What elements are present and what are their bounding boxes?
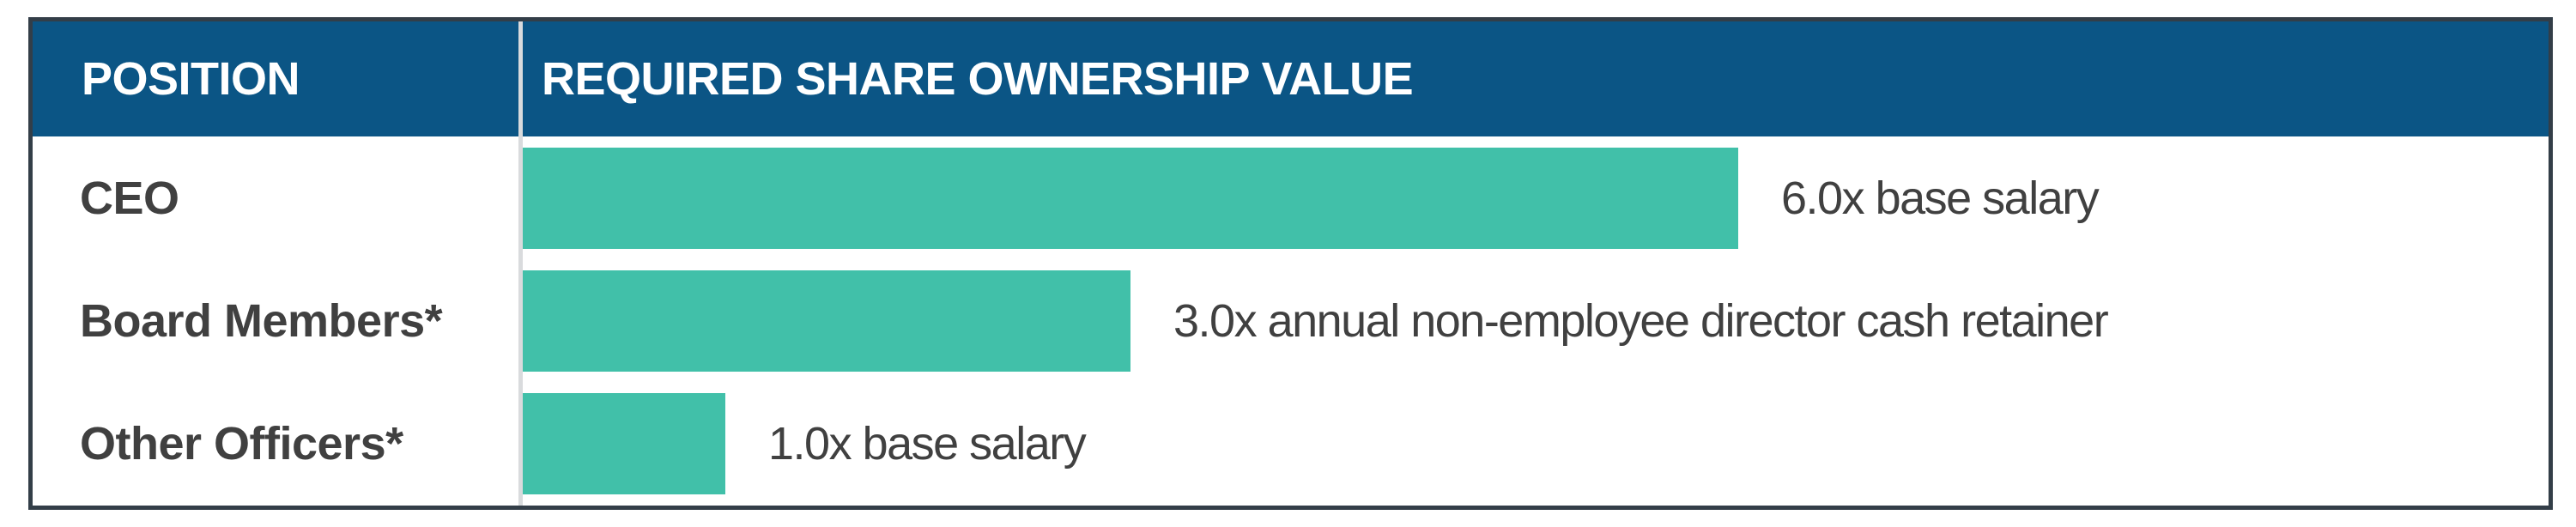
value-label-other-officers: 1.0x base salary xyxy=(768,417,1087,469)
value-label-board-members: 3.0x annual non-employee director cash r… xyxy=(1173,294,2109,347)
header-position: POSITION xyxy=(82,53,300,105)
position-label-other-officers: Other Officers* xyxy=(80,417,403,469)
bar-cell: 6.0x base salary xyxy=(523,136,2549,259)
column-divider xyxy=(518,21,523,506)
ownership-bar-other-officers xyxy=(523,392,725,494)
ownership-bar-ceo xyxy=(523,147,1738,249)
bar-cell: 3.0x annual non-employee director cash r… xyxy=(523,259,2549,382)
share-ownership-table: POSITION REQUIRED SHARE OWNERSHIP VALUE … xyxy=(28,17,2553,510)
table-row-ceo: CEO 6.0x base salary xyxy=(33,136,2549,259)
ownership-bar-board-members xyxy=(523,270,1130,372)
value-label-ceo: 6.0x base salary xyxy=(1781,172,2100,224)
table-row-board-members: Board Members* 3.0x annual non-employee … xyxy=(33,259,2549,382)
bar-cell: 1.0x base salary xyxy=(523,382,2549,505)
table-header-row: POSITION REQUIRED SHARE OWNERSHIP VALUE xyxy=(33,21,2549,136)
position-label-ceo: CEO xyxy=(80,172,179,224)
position-label-board-members: Board Members* xyxy=(80,294,443,347)
table-row-other-officers: Other Officers* 1.0x base salary xyxy=(33,382,2549,505)
header-required-share-ownership-value: REQUIRED SHARE OWNERSHIP VALUE xyxy=(542,53,1414,105)
